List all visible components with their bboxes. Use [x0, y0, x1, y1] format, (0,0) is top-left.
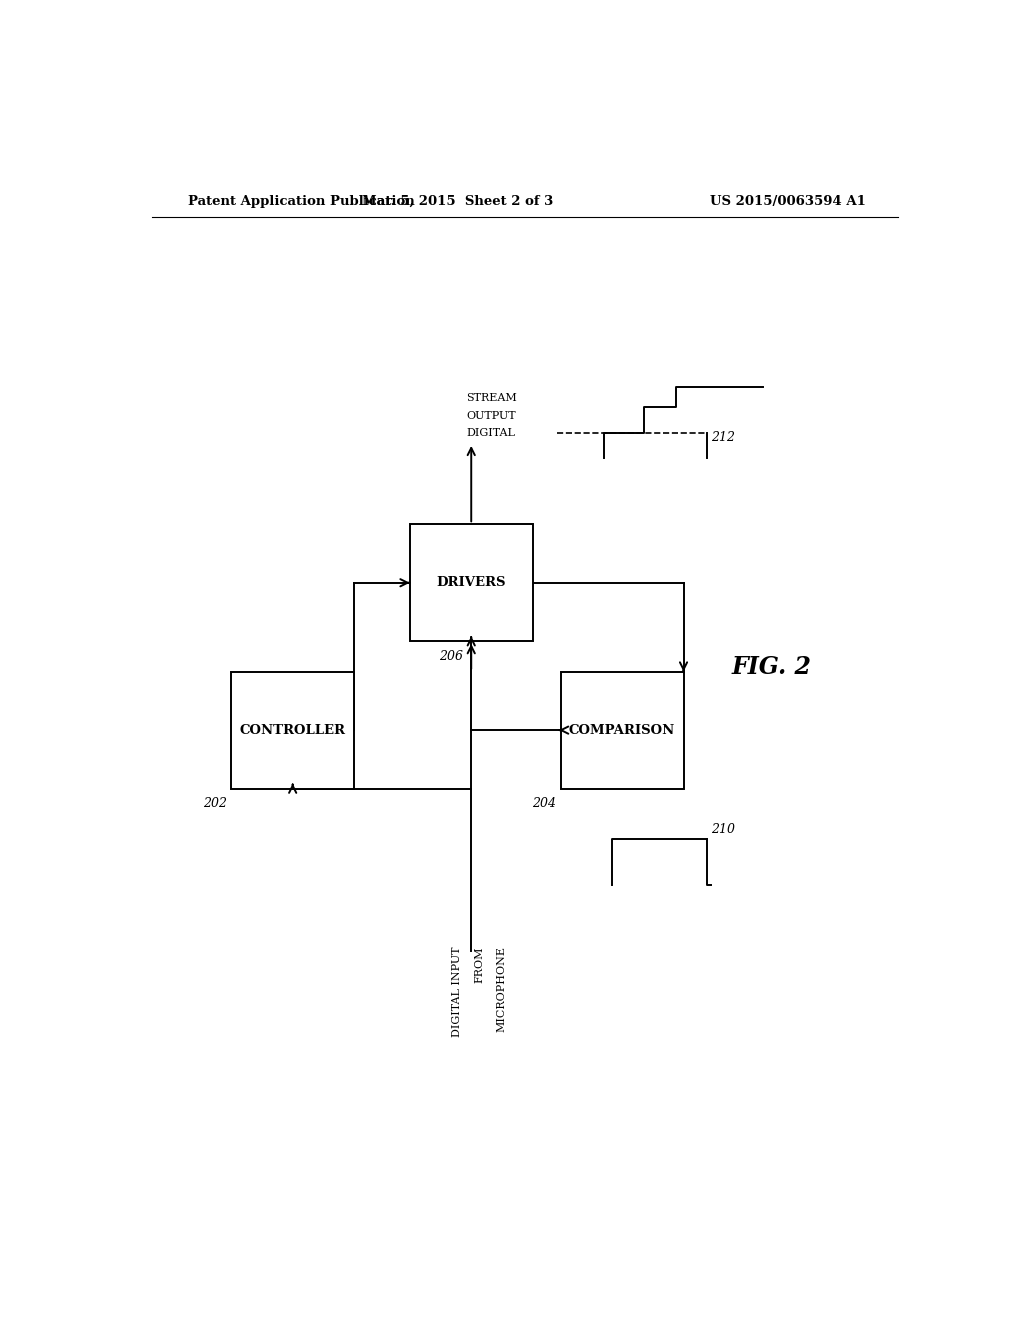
FancyBboxPatch shape: [231, 672, 354, 788]
Text: FROM: FROM: [474, 946, 484, 982]
Text: 206: 206: [439, 649, 463, 663]
Text: US 2015/0063594 A1: US 2015/0063594 A1: [711, 194, 866, 207]
Text: 212: 212: [712, 432, 735, 445]
Text: 204: 204: [532, 797, 557, 809]
Text: DRIVERS: DRIVERS: [436, 577, 506, 589]
Text: Patent Application Publication: Patent Application Publication: [187, 194, 415, 207]
Text: OUTPUT: OUTPUT: [466, 411, 516, 421]
Text: FIG. 2: FIG. 2: [731, 655, 811, 678]
FancyBboxPatch shape: [410, 524, 532, 642]
Text: Mar. 5, 2015  Sheet 2 of 3: Mar. 5, 2015 Sheet 2 of 3: [361, 194, 553, 207]
Text: DIGITAL INPUT: DIGITAL INPUT: [452, 946, 462, 1036]
Text: DIGITAL: DIGITAL: [467, 428, 515, 438]
Text: COMPARISON: COMPARISON: [569, 723, 675, 737]
Text: STREAM: STREAM: [466, 393, 516, 404]
Text: MICROPHONE: MICROPHONE: [497, 946, 507, 1032]
Text: 210: 210: [712, 822, 735, 836]
FancyBboxPatch shape: [560, 672, 684, 788]
Text: CONTROLLER: CONTROLLER: [240, 723, 346, 737]
Text: 202: 202: [203, 797, 227, 809]
